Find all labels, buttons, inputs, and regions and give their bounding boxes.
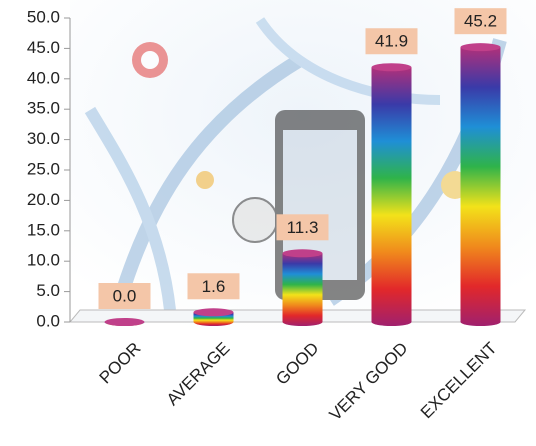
bar-top [104,318,145,326]
bar-group: 0.0 [98,283,151,326]
bar [460,47,501,327]
bar-top [460,43,501,52]
bar-top [193,308,234,317]
bar-top [282,249,323,258]
data-label-box [454,8,507,35]
data-label: 11.3 [287,218,319,237]
data-label: 41.9 [375,32,408,51]
y-tick-label: 45.0 [27,38,60,57]
x-tick-label: AVERAGE [163,339,234,410]
bar-group: 11.3 [276,214,329,326]
y-tick-label: 0.0 [36,311,60,330]
y-tick-label: 10.0 [27,251,60,270]
data-label-box [98,283,151,309]
y-tick-label: 25.0 [27,159,60,178]
y-tick-label: 20.0 [27,190,60,209]
data-label: 1.6 [202,277,226,296]
x-tick-label: VERY GOOD [326,339,412,425]
data-label: 0.0 [113,286,137,305]
data-label-box [365,28,418,55]
bar-group: 45.2 [454,8,507,327]
y-tick-label: 40.0 [27,68,60,87]
data-label-box [187,273,240,300]
bar-group: 41.9 [365,28,418,327]
bar [371,67,412,327]
data-label: 45.2 [464,12,497,31]
y-tick-label: 5.0 [36,281,60,300]
data-label-box [276,214,329,241]
y-tick-label: 35.0 [27,99,60,118]
x-tick-label: GOOD [272,339,322,389]
bar-top [371,63,412,72]
y-tick-label: 50.0 [27,7,60,26]
bar [282,253,323,326]
y-tick-label: 30.0 [27,129,60,148]
y-tick-label: 15.0 [27,220,60,239]
x-tick-label: EXCELLENT [417,339,501,423]
bar-group: 1.6 [187,273,240,326]
x-tick-label: POOR [96,339,145,388]
